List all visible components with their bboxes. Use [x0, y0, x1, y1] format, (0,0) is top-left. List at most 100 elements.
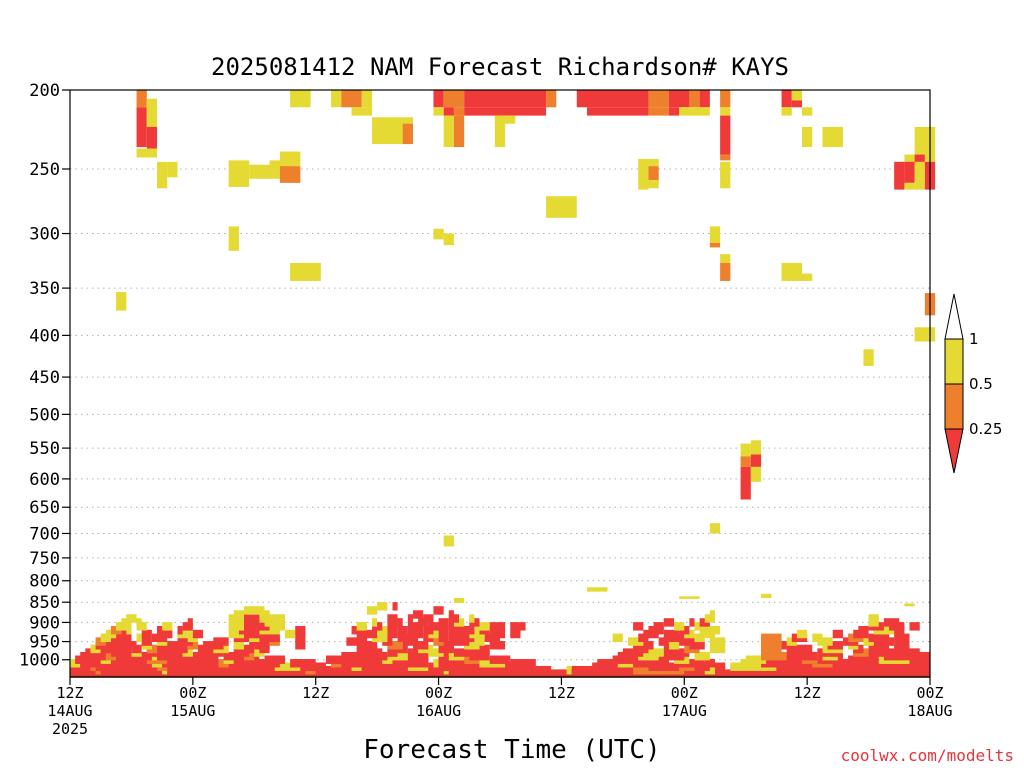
y-tick-label: 650: [29, 498, 60, 518]
x-tick-label: 00Z: [916, 684, 943, 702]
heatmap-cell: [648, 107, 669, 116]
heatmap-cell: [791, 90, 803, 101]
boundary-layer-cell: [407, 648, 424, 657]
boundary-layer-cell: [883, 618, 900, 627]
heatmap-cell: [546, 90, 557, 108]
heatmap-cell: [136, 107, 147, 148]
x-tick-label: 16AUG: [416, 702, 461, 720]
boundary-layer-cell: [909, 622, 920, 631]
heatmap-cell: [443, 90, 465, 108]
heatmap-cell: [433, 107, 444, 116]
boundary-layer-cell: [459, 633, 475, 643]
boundary-layer-cell: [285, 629, 296, 639]
x-tick-label: 15AUG: [170, 702, 215, 720]
boundary-layer-cell: [213, 637, 229, 646]
boundary-layer-cell: [356, 622, 367, 631]
heatmap-cell: [341, 90, 362, 108]
boundary-layer-cell: [627, 637, 644, 646]
heatmap-cell: [720, 254, 731, 263]
boundary-layer-cell: [433, 659, 439, 668]
y-tick-label: 300: [29, 225, 60, 245]
boundary-layer-cell: [387, 629, 398, 639]
boundary-layer-cell: [361, 662, 408, 671]
heatmap-cell: [157, 161, 168, 189]
heatmap-cell: [167, 161, 178, 178]
heatmap-cell: [587, 107, 649, 116]
boundary-layer-cell: [597, 659, 618, 668]
heatmap-cell: [679, 596, 700, 599]
chart-title: 2025081412 NAM Forecast Richardson# KAYS: [211, 53, 789, 81]
y-tick-label: 950: [29, 633, 60, 653]
colorbar-0.25-0.5: [944, 383, 964, 430]
heatmap-cell: [453, 598, 465, 604]
heatmap-cell: [914, 126, 936, 155]
x-tick-label: 12Z: [548, 684, 575, 702]
heatmap-cells: [70, 90, 936, 678]
heatmap-cell: [689, 90, 700, 108]
heatmap-cell: [443, 115, 454, 148]
boundary-layer-cell: [679, 625, 690, 635]
y-tick-label: 550: [29, 439, 60, 459]
boundary-layer-cell: [510, 629, 521, 639]
boundary-layer-cell: [761, 633, 782, 643]
heatmap-cell: [453, 115, 465, 148]
grid-lines: [70, 89, 930, 661]
boundary-layer-cell: [510, 659, 536, 668]
y-tick-label: 600: [29, 470, 60, 490]
heatmap-cell: [720, 262, 731, 281]
boundary-layer-cell: [387, 641, 403, 650]
heatmap-cell: [750, 466, 762, 482]
x-tick-label: 00Z: [671, 684, 698, 702]
boundary-layer-cell: [668, 641, 680, 650]
boundary-layer-cell: [407, 614, 413, 623]
boundary-layer-cell: [873, 625, 895, 635]
boundary-layer-cell: [689, 641, 705, 650]
heatmap-cell: [699, 90, 710, 108]
heatmap-cell: [587, 587, 608, 592]
heatmap-cell: [331, 90, 342, 108]
heatmap-cell: [279, 151, 301, 167]
boundary-layer-cell: [812, 633, 823, 643]
heatmap-cell: [433, 90, 444, 108]
colorbar-0.5-1: [944, 338, 964, 385]
y-tick-label: 400: [29, 326, 60, 346]
x-tick-label: 00Z: [425, 684, 452, 702]
boundary-layer-cell: [126, 614, 137, 623]
boundary-layer-cell: [448, 629, 465, 639]
boundary-layer-cell: [423, 614, 434, 623]
heatmap-cell: [638, 158, 649, 190]
boundary-layer-cell: [653, 622, 664, 631]
boundary-layer-cell: [745, 655, 767, 664]
heatmap-cell: [679, 107, 710, 116]
boundary-layer-cell: [372, 633, 388, 643]
boundary-layer-cell: [817, 637, 833, 646]
boundary-layer-cell: [674, 622, 685, 631]
boundary-layer-cell: [356, 655, 383, 664]
boundary-layer-cell: [126, 625, 132, 635]
y-tick-label: 200: [29, 81, 60, 101]
boundary-layer-cell: [392, 602, 398, 611]
y-tick-label: 700: [29, 524, 60, 544]
heatmap-cell: [351, 107, 373, 116]
x-tick-label: 18AUG: [907, 702, 952, 720]
heatmap-cell: [709, 242, 721, 248]
boundary-layer-cell: [407, 629, 424, 639]
boundary-layer-cell: [136, 618, 142, 627]
boundary-layer-cell: [679, 637, 695, 646]
boundary-layer-cell: [827, 641, 843, 650]
x-tick-label: 2025: [52, 720, 88, 738]
boundary-layer-cell: [428, 622, 444, 631]
boundary-layer-cell: [658, 637, 669, 646]
boundary-layer-cell: [715, 662, 726, 671]
boundary-layer-cell: [709, 625, 721, 635]
boundary-layer-cell: [197, 648, 224, 657]
boundary-layer-cell: [428, 648, 444, 657]
boundary-layer-cell: [341, 651, 367, 661]
heatmap-cell: [146, 98, 158, 127]
heatmap-cell: [290, 262, 321, 281]
colorbar-label: 0.25: [969, 420, 1002, 438]
boundary-layer-cell: [274, 662, 301, 671]
boundary-layer-cell: [704, 665, 715, 675]
x-axis-label: Forecast Time (UTC): [363, 735, 660, 765]
heatmap-cell: [750, 454, 762, 467]
